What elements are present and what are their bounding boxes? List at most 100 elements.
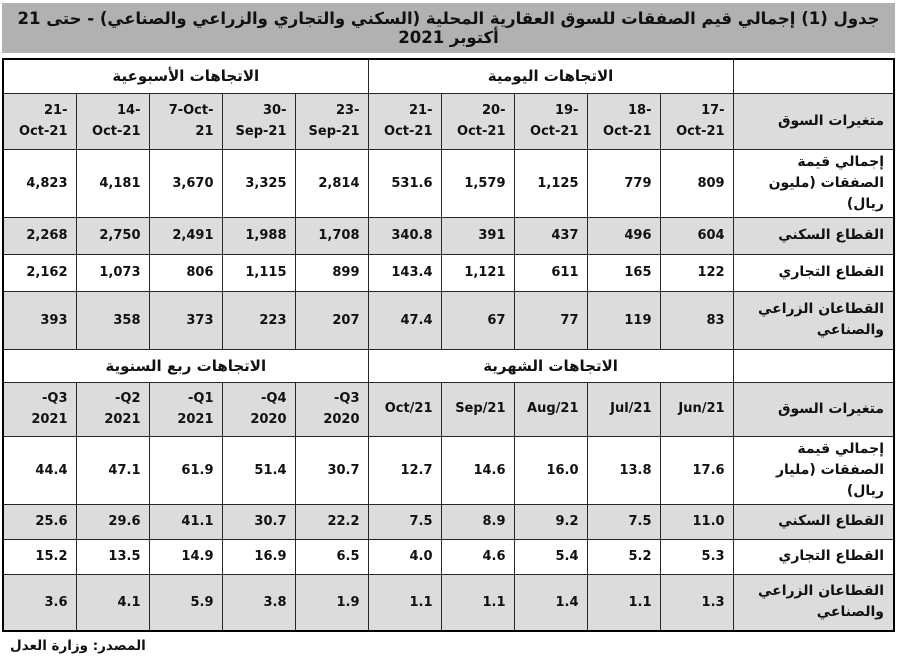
lower-left-section-header: الاتجاهات ربع السنوية bbox=[2, 348, 369, 383]
value-cell: 3.8 bbox=[221, 573, 296, 632]
value-cell: 1,708 bbox=[294, 216, 369, 255]
lower-section-header-spacer bbox=[732, 348, 895, 383]
lower-column-header: Oct/21 bbox=[367, 381, 442, 437]
value-cell: 29.6 bbox=[75, 503, 150, 540]
value-cell: 165 bbox=[586, 253, 661, 292]
value-cell: 393 bbox=[2, 290, 77, 350]
value-cell: 41.1 bbox=[148, 503, 223, 540]
value-cell: 9.2 bbox=[513, 503, 588, 540]
upper-column-header: 20-Oct-21 bbox=[440, 92, 515, 150]
lower-column-header: Jun/21 bbox=[659, 381, 734, 437]
source-note: المصدر: وزارة العدل bbox=[2, 632, 895, 657]
value-cell: 1.1 bbox=[440, 573, 515, 632]
upper-data-row: 4,823 4,181 3,670 3,325 2,814 531.6 1,579 1,125… bbox=[2, 148, 895, 218]
value-cell: 496 bbox=[586, 216, 661, 255]
value-cell: 14.6 bbox=[440, 435, 515, 505]
value-cell: 1.3 bbox=[659, 573, 734, 632]
value-cell: 61.9 bbox=[148, 435, 223, 505]
value-cell: 16.9 bbox=[221, 538, 296, 575]
upper-column-header: 21-Oct-21 bbox=[2, 92, 77, 150]
upper-column-header: 18-Oct-21 bbox=[586, 92, 661, 150]
value-cell: 47.4 bbox=[367, 290, 442, 350]
value-cell: 5.3 bbox=[659, 538, 734, 575]
upper-data-row: 2,162 1,073 806 1,115 899 143.4 1,121 611 165 122… bbox=[2, 253, 895, 292]
value-cell: 4.0 bbox=[367, 538, 442, 575]
upper-column-header: 14-Oct-21 bbox=[75, 92, 150, 150]
value-cell: 15.2 bbox=[2, 538, 77, 575]
upper-data-row: 393 358 373 223 207 47.4 67 77 119 83 القطاعان الز… bbox=[2, 290, 895, 350]
lower-column-header: -Q2 2021 bbox=[75, 381, 150, 437]
row-label: إجمالي قيمة الصفقات (مليار ريال) bbox=[732, 435, 895, 505]
value-cell: 47.1 bbox=[75, 435, 150, 505]
value-cell: 16.0 bbox=[513, 435, 588, 505]
market-variables-header: متغيرات السوق bbox=[732, 381, 895, 437]
lower-section-header-row: الاتجاهات ربع السنوية الاتجاهات الشهرية bbox=[2, 348, 895, 383]
value-cell: 2,268 bbox=[2, 216, 77, 255]
upper-right-section-header: الاتجاهات اليومية bbox=[367, 58, 734, 94]
value-cell: 25.6 bbox=[2, 503, 77, 540]
value-cell: 340.8 bbox=[367, 216, 442, 255]
row-label: إجمالي قيمة الصفقات (مليون ريال) bbox=[732, 148, 895, 218]
value-cell: 1,579 bbox=[440, 148, 515, 218]
upper-column-header: 17-Oct-21 bbox=[659, 92, 734, 150]
value-cell: 67 bbox=[440, 290, 515, 350]
value-cell: 391 bbox=[440, 216, 515, 255]
lower-column-header-row: -Q3 2021 -Q2 2021 -Q1 2021 -Q4 2020 -Q3 2020… bbox=[2, 381, 895, 437]
value-cell: 30.7 bbox=[294, 435, 369, 505]
row-label: القطاعان الزراعي والصناعي bbox=[732, 290, 895, 350]
value-cell: 806 bbox=[148, 253, 223, 292]
upper-column-header: 30-Sep-21 bbox=[221, 92, 296, 150]
upper-section-header-row: الاتجاهات الأسبوعية الاتجاهات اليومية bbox=[2, 58, 895, 94]
value-cell: 11.0 bbox=[659, 503, 734, 540]
value-cell: 14.9 bbox=[148, 538, 223, 575]
value-cell: 44.4 bbox=[2, 435, 77, 505]
market-variables-header: متغيرات السوق bbox=[732, 92, 895, 150]
value-cell: 3,325 bbox=[221, 148, 296, 218]
value-cell: 1.9 bbox=[294, 573, 369, 632]
value-cell: 30.7 bbox=[221, 503, 296, 540]
upper-data-row: 2,268 2,750 2,491 1,988 1,708 340.8 391 437 496 6… bbox=[2, 216, 895, 255]
upper-column-header: 19-Oct-21 bbox=[513, 92, 588, 150]
value-cell: 1,125 bbox=[513, 148, 588, 218]
value-cell: 611 bbox=[513, 253, 588, 292]
value-cell: 1,115 bbox=[221, 253, 296, 292]
value-cell: 4,181 bbox=[75, 148, 150, 218]
value-cell: 1,988 bbox=[221, 216, 296, 255]
lower-column-header: -Q3 2021 bbox=[2, 381, 77, 437]
value-cell: 2,162 bbox=[2, 253, 77, 292]
value-cell: 6.5 bbox=[294, 538, 369, 575]
value-cell: 779 bbox=[586, 148, 661, 218]
value-cell: 1.1 bbox=[367, 573, 442, 632]
lower-right-section-header: الاتجاهات الشهرية bbox=[367, 348, 734, 383]
value-cell: 122 bbox=[659, 253, 734, 292]
upper-column-header: 23-Sep-21 bbox=[294, 92, 369, 150]
upper-column-header: 21-Oct-21 bbox=[367, 92, 442, 150]
value-cell: 1,121 bbox=[440, 253, 515, 292]
lower-data-row: 25.6 29.6 41.1 30.7 22.2 7.5 8.9 9.2 7.5 11.0 القط… bbox=[2, 503, 895, 540]
value-cell: 604 bbox=[659, 216, 734, 255]
value-cell: 358 bbox=[75, 290, 150, 350]
value-cell: 5.4 bbox=[513, 538, 588, 575]
value-cell: 4.6 bbox=[440, 538, 515, 575]
row-label: القطاع التجاري bbox=[732, 253, 895, 292]
upper-column-header-row: 21-Oct-21 14-Oct-21 7-Oct-21 30-Sep-21 23-Se… bbox=[2, 92, 895, 150]
value-cell: 2,750 bbox=[75, 216, 150, 255]
lower-column-header: -Q3 2020 bbox=[294, 381, 369, 437]
value-cell: 899 bbox=[294, 253, 369, 292]
lower-data-row: 15.2 13.5 14.9 16.9 6.5 4.0 4.6 5.4 5.2 5.3 القطاع… bbox=[2, 538, 895, 575]
value-cell: 223 bbox=[221, 290, 296, 350]
value-cell: 13.5 bbox=[75, 538, 150, 575]
lower-column-header: -Q4 2020 bbox=[221, 381, 296, 437]
value-cell: 77 bbox=[513, 290, 588, 350]
value-cell: 119 bbox=[586, 290, 661, 350]
value-cell: 83 bbox=[659, 290, 734, 350]
lower-data-row: 3.6 4.1 5.9 3.8 1.9 1.1 1.1 1.4 1.1 1.3 القطاعان ا… bbox=[2, 573, 895, 632]
value-cell: 143.4 bbox=[367, 253, 442, 292]
value-cell: 2,491 bbox=[148, 216, 223, 255]
upper-column-header: 7-Oct-21 bbox=[148, 92, 223, 150]
value-cell: 51.4 bbox=[221, 435, 296, 505]
upper-left-section-header: الاتجاهات الأسبوعية bbox=[2, 58, 369, 94]
row-label: القطاع السكني bbox=[732, 503, 895, 540]
value-cell: 13.8 bbox=[586, 435, 661, 505]
value-cell: 3.6 bbox=[2, 573, 77, 632]
